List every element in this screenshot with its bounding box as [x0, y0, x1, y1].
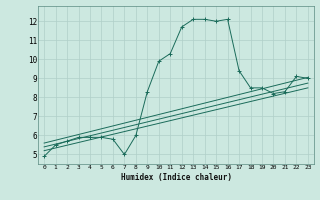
X-axis label: Humidex (Indice chaleur): Humidex (Indice chaleur) [121, 173, 231, 182]
